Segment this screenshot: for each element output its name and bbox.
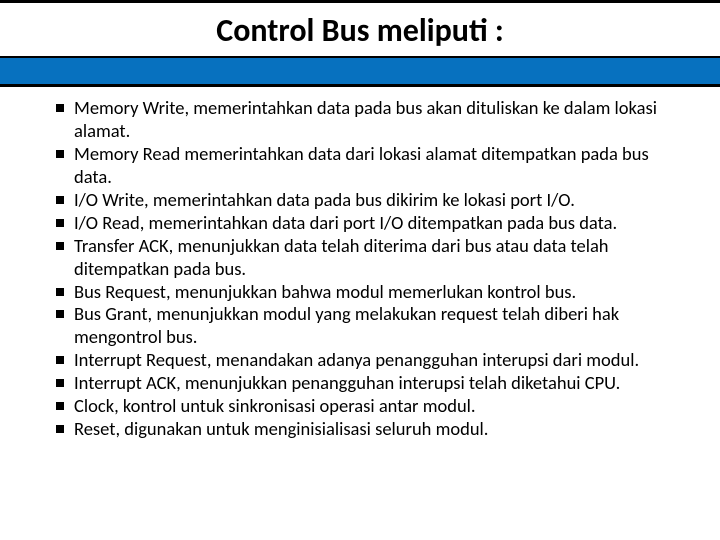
title-band: Control Bus meliputi : (0, 0, 720, 87)
list-item: Interrupt ACK, menunjukkan penangguhan i… (56, 372, 684, 395)
list-item: Transfer ACK, menunjukkan data telah dit… (56, 235, 684, 281)
slide: Control Bus meliputi : Memory Write, mem… (0, 0, 720, 540)
content-area: Memory Write, memerintahkan data pada bu… (0, 87, 720, 441)
list-item: Interrupt Request, menandakan adanya pen… (56, 349, 684, 372)
list-item: Bus Grant, menunjukkan modul yang melaku… (56, 303, 684, 349)
list-item: I/O Read, memerintahkan data dari port I… (56, 212, 684, 235)
list-item: Reset, digunakan untuk menginisialisasi … (56, 418, 684, 441)
list-item: Bus Request, menunjukkan bahwa modul mem… (56, 281, 684, 304)
title-area: Control Bus meliputi : (0, 3, 720, 56)
list-item: Clock, kontrol untuk sinkronisasi operas… (56, 395, 684, 418)
list-item: Memory Read memerintahkan data dari loka… (56, 143, 684, 189)
bullet-list: Memory Write, memerintahkan data pada bu… (56, 97, 684, 441)
bottom-border (0, 84, 720, 87)
blue-strip (0, 56, 720, 84)
list-item: I/O Write, memerintahkan data pada bus d… (56, 189, 684, 212)
list-item: Memory Write, memerintahkan data pada bu… (56, 97, 684, 143)
slide-title: Control Bus meliputi : (0, 11, 720, 50)
